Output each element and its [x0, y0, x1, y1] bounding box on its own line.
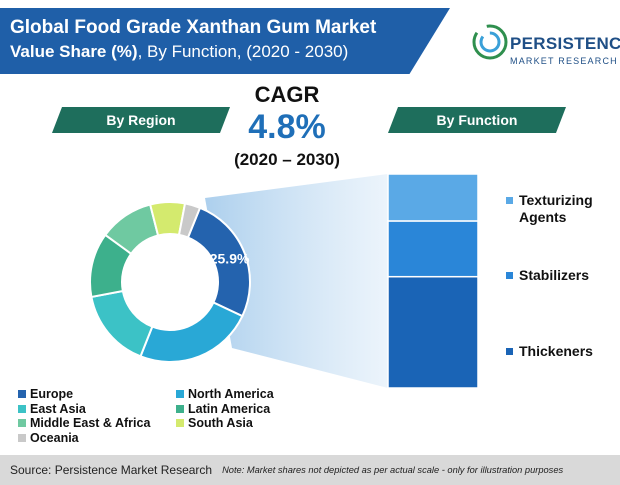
legend-item: Latin America	[176, 402, 270, 416]
legend-label: Middle East & Africa	[30, 416, 151, 430]
legend-item: South Asia	[176, 416, 253, 430]
function-label: Texturizing Agents	[506, 192, 616, 226]
donut-slice-north-america	[139, 301, 244, 363]
legend-item: East Asia	[18, 402, 86, 416]
donut-slice-east-asia	[90, 289, 154, 358]
pill-by-region: By Region	[52, 107, 230, 133]
region-donut: 25.9%	[89, 201, 251, 363]
cagr-period: (2020 – 2030)	[234, 150, 340, 169]
function-label-text: Stabilizers	[519, 267, 590, 283]
legend-label: South Asia	[188, 416, 253, 430]
pill-by-function: By Function	[388, 107, 566, 133]
cagr-value: 4.8%	[248, 108, 326, 146]
function-label-text: Thickeners	[519, 343, 593, 359]
function-swatch	[506, 348, 513, 355]
legend-label: Latin America	[188, 402, 271, 416]
legend-swatch	[18, 434, 26, 442]
legend-label: East Asia	[30, 402, 86, 416]
legend-item: Europe	[18, 387, 73, 401]
donut-slice-oceania	[177, 202, 202, 239]
connector-beam	[205, 174, 388, 388]
subtitle-bold: Value Share (%)	[10, 42, 138, 61]
function-label: Stabilizers	[506, 267, 616, 284]
donut-data-label: 25.9%	[210, 251, 250, 267]
bar-segment-stabilizers	[387, 220, 479, 278]
persistence-logo-icon	[472, 24, 508, 60]
function-swatch	[506, 272, 513, 279]
legend-swatch	[176, 405, 184, 413]
legend-label: Europe	[30, 387, 74, 401]
bar-segment-thickeners	[387, 275, 479, 389]
legend-item: Oceania	[18, 431, 79, 445]
logo-name: PERSISTENCE	[510, 34, 620, 53]
footer: Source: Persistence Market Research Note…	[0, 455, 620, 485]
note-text: Note: Market shares not depicted as per …	[222, 465, 564, 475]
bar-segment-texturizing-agents	[387, 173, 479, 222]
legend-item: Middle East & Africa	[18, 416, 150, 430]
legend-item: North America	[176, 387, 274, 401]
legend-swatch	[18, 419, 26, 427]
function-label-text: Texturizing Agents	[519, 192, 593, 225]
title-banner: Global Food Grade Xanthan Gum Market Val…	[0, 8, 450, 74]
function-swatch	[506, 197, 513, 204]
legend-swatch	[176, 390, 184, 398]
function-stacked-bar	[387, 173, 479, 389]
legend-swatch	[18, 390, 26, 398]
source-text: Source: Persistence Market Research	[10, 463, 213, 477]
chart-title: Global Food Grade Xanthan Gum Market	[10, 17, 377, 38]
legend-label: Oceania	[30, 431, 79, 445]
logo-subtitle: MARKET RESEARCH	[510, 56, 618, 66]
subtitle-rest: , By Function, (2020 - 2030)	[137, 42, 349, 61]
legend-swatch	[176, 419, 184, 427]
cagr-label: CAGR	[254, 82, 320, 107]
function-label: Thickeners	[506, 343, 616, 360]
chart-subtitle: Value Share (%), By Function, (2020 - 20…	[10, 40, 440, 64]
legend-label: North America	[188, 387, 274, 401]
chart-canvas: 25.9%	[89, 173, 479, 389]
legend-swatch	[18, 405, 26, 413]
